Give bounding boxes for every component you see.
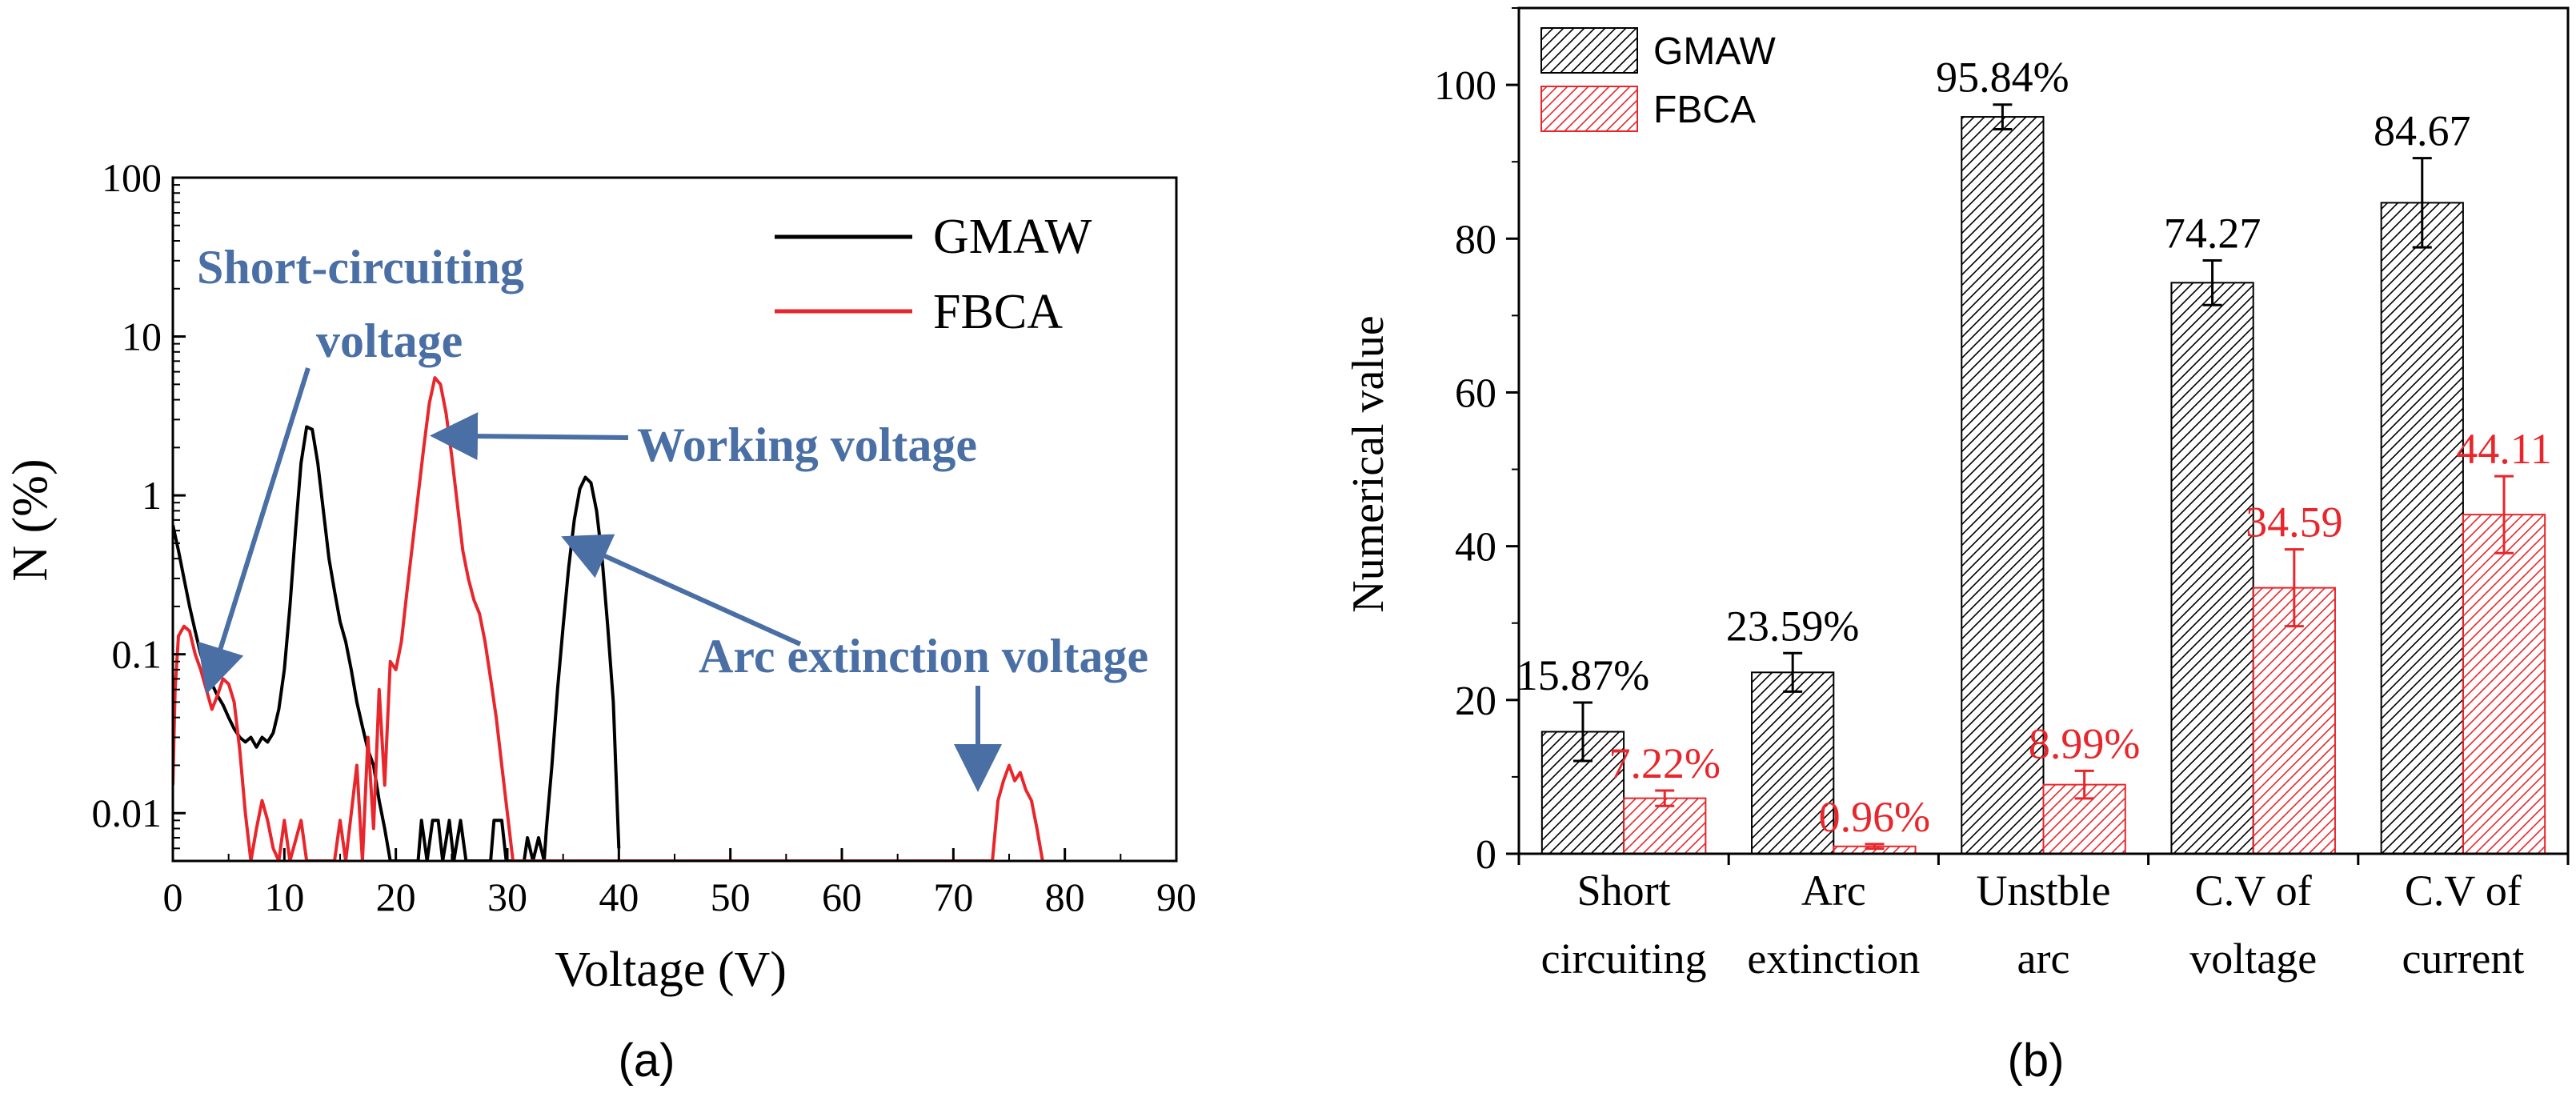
bar-gmaw [2170,282,2254,855]
category-label: Arc [1801,867,1866,915]
x-tick-label: 60 [822,875,862,919]
bar-gmaw [1961,116,2045,855]
x-tick-label: 50 [711,875,751,919]
category-label: Short [1577,867,1671,915]
panel-b-ylabel: Numerical value [1344,315,1393,613]
panel-a-line-chart: 0 10 20 30 40 50 60 70 80 90 0.01 0.1 1 10 100 N (%) V… [3,155,1196,1087]
data-label-fbca: 34.59 [2245,498,2343,546]
x-tick-label: 20 [376,875,416,919]
data-label-gmaw: 95.84% [1936,54,2069,102]
legend-gmaw-label: GMAW [933,210,1092,264]
annotation-short-circuiting-line1: Short-circuiting [197,241,524,294]
panel-a-plot-area [173,178,1176,861]
y-tick-label: 1 [142,473,162,518]
bar-fbca [2252,587,2336,855]
legend-b-fbca-swatch [1540,86,1638,132]
annotation-working-voltage: Working voltage [637,418,977,471]
data-label-fbca: 0.96% [1819,793,1930,841]
panel-a-annotation-arrows [197,367,1002,792]
category-label: extinction [1747,935,1920,983]
panel-a-xlabel: Voltage (V) [555,943,787,997]
legend-b-fbca-label: FBCA [1653,89,1756,131]
panel-b-legend: GMAW FBCA [1540,27,1777,132]
x-tick-label: 0 [163,875,183,919]
legend-fbca-label: FBCA [933,285,1063,339]
category-label: C.V of [2405,867,2522,915]
panel-b-label: (b) [2008,1035,2065,1087]
y-tick-label: 0 [1476,832,1496,878]
legend-b-gmaw-label: GMAW [1653,30,1777,73]
category-label: Unstble [1977,867,2111,915]
legend-b-gmaw-swatch [1540,27,1638,74]
data-label-fbca: 8.99% [2029,719,2140,767]
y-tick-label: 100 [102,155,162,200]
data-label-fbca: 44.11 [2456,425,2552,473]
panel-b-bar-chart: 15.87% 7.22% Short circuiting 23.59% 0.96% Arc… [1344,6,2570,1087]
category-label: C.V of [2195,867,2312,915]
data-label-gmaw: 74.27 [2164,209,2262,257]
x-tick-label: 40 [599,875,639,919]
y-tick-label: 60 [1455,370,1496,416]
bar-gmaw [2380,202,2464,855]
panel-a-legend: GMAW FBCA [775,210,1092,339]
category-label: current [2402,935,2524,983]
panel-a-label: (a) [619,1035,675,1087]
x-tick-label: 80 [1045,875,1085,919]
x-tick-label: 30 [487,875,527,919]
y-tick-label: 20 [1455,679,1496,724]
y-tick-label: 0.1 [112,632,162,677]
data-label-gmaw: 15.87% [1516,651,1649,699]
y-tick-label: 40 [1455,525,1496,571]
data-label-gmaw: 23.59% [1726,602,1859,650]
x-tick-label: 70 [933,875,973,919]
annotation-arc-extinction: Arc extinction voltage [699,630,1148,683]
arrow-short-circuiting [197,367,310,695]
arrow-working-voltage [430,412,629,461]
bar-gmaw [1751,671,1835,855]
y-tick-label: 80 [1455,217,1496,262]
y-tick-label: 10 [122,314,162,359]
category-label: arc [2017,935,2070,983]
arrow-arc-extinction [561,534,802,647]
x-tick-label: 90 [1156,875,1196,919]
panel-a-ylabel: N (%) [3,458,58,581]
y-tick-label: 0.01 [92,791,162,835]
data-label-fbca: 7.22% [1608,739,1720,787]
panel-b-axes-frame [1517,6,2570,855]
category-label: voltage [2189,935,2317,983]
panel-a-annotations: Short-circuiting voltage Working voltage… [197,241,1148,683]
data-label-gmaw: 84.67 [2374,107,2471,155]
bar-fbca [2462,514,2546,855]
y-tick-label: 100 [1434,63,1496,109]
annotation-short-circuiting-line2: voltage [316,314,463,367]
category-label: circuiting [1541,935,1707,983]
x-tick-label: 10 [264,875,304,919]
